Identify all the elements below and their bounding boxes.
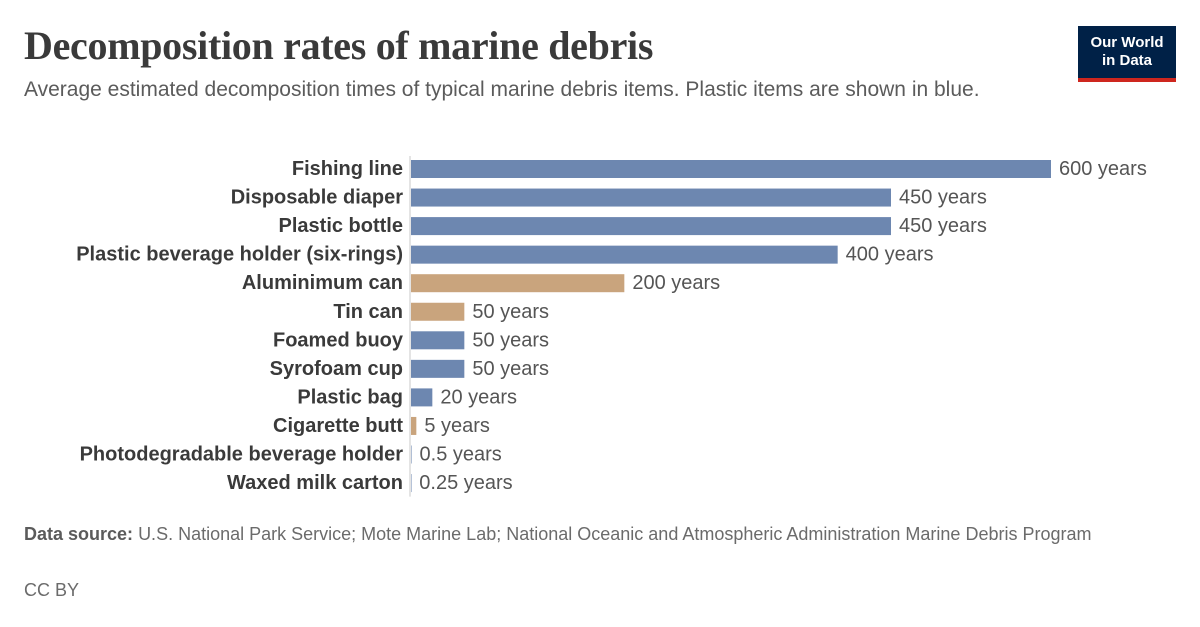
value-label-disposable-diaper: 450 years [899,187,987,209]
category-label-foamed-buoy: Foamed buoy [273,329,404,351]
value-label-plastic-bottle: 450 years [899,215,987,237]
logo-line-2: in Data [1101,52,1152,69]
bar-disposable-diaper[interactable] [411,188,891,207]
data-source-label: Data source: [24,524,134,544]
bar-fishing-line[interactable] [411,160,1051,178]
bar-waxed-milk-carton[interactable] [411,474,412,493]
bar-aluminimum-can[interactable] [411,274,625,293]
category-label-photodegradable-beverage-holder: Photodegradable beverage holder [80,444,404,466]
license-link[interactable]: CC BY [24,580,80,600]
bar-cigarette-butt[interactable] [411,416,417,435]
category-label-waxed-milk-carton: Waxed milk carton [227,472,403,494]
category-label-fishing-line: Fishing line [292,158,403,180]
data-source: Data source: U.S. National Park Service;… [24,522,1124,546]
bar-photodegradable-beverage-holder[interactable] [411,445,412,464]
category-label-plastic-beverage-holder-six-rings: Plastic beverage holder (six-rings) [76,244,403,266]
bar-chart: Fishing line 600 years Disposable diaper 45… [76,156,1147,497]
bar-tin-can[interactable] [411,302,465,321]
bar-syrofoam-cup[interactable] [411,359,465,378]
value-label-aluminimum-can: 200 years [632,272,720,294]
value-label-photodegradable-beverage-holder: 0.5 years [420,444,502,466]
value-label-plastic-bag: 20 years [440,386,517,408]
chart-title: Decomposition rates of marine debris [24,23,654,68]
chart-subtitle: Average estimated decomposition times of… [24,78,980,101]
value-label-foamed-buoy: 50 years [472,329,549,351]
bar-plastic-beverage-holder-six-rings[interactable] [411,245,838,264]
category-label-aluminimum-can: Aluminimum can [242,272,403,294]
category-label-tin-can: Tin can [333,301,403,323]
value-label-cigarette-butt: 5 years [424,415,490,437]
value-label-syrofoam-cup: 50 years [472,358,549,380]
logo-line-1: Our World [1090,34,1164,51]
category-label-plastic-bottle: Plastic bottle [279,215,403,237]
bar-foamed-buoy[interactable] [411,331,465,350]
category-label-syrofoam-cup: Syrofoam cup [270,358,403,380]
bar-plastic-bottle[interactable] [411,217,891,236]
value-label-tin-can: 50 years [472,301,549,323]
data-source-text: U.S. National Park Service; Mote Marine … [138,524,1092,544]
category-label-plastic-bag: Plastic bag [297,386,403,408]
value-label-waxed-milk-carton: 0.25 years [419,472,512,494]
value-label-plastic-beverage-holder-six-rings: 400 years [846,244,934,266]
owid-logo[interactable]: Our World in Data [1078,26,1176,82]
category-label-cigarette-butt: Cigarette butt [273,415,403,437]
value-label-fishing-line: 600 years [1059,158,1147,180]
bar-plastic-bag[interactable] [411,388,433,407]
category-label-disposable-diaper: Disposable diaper [231,187,403,209]
